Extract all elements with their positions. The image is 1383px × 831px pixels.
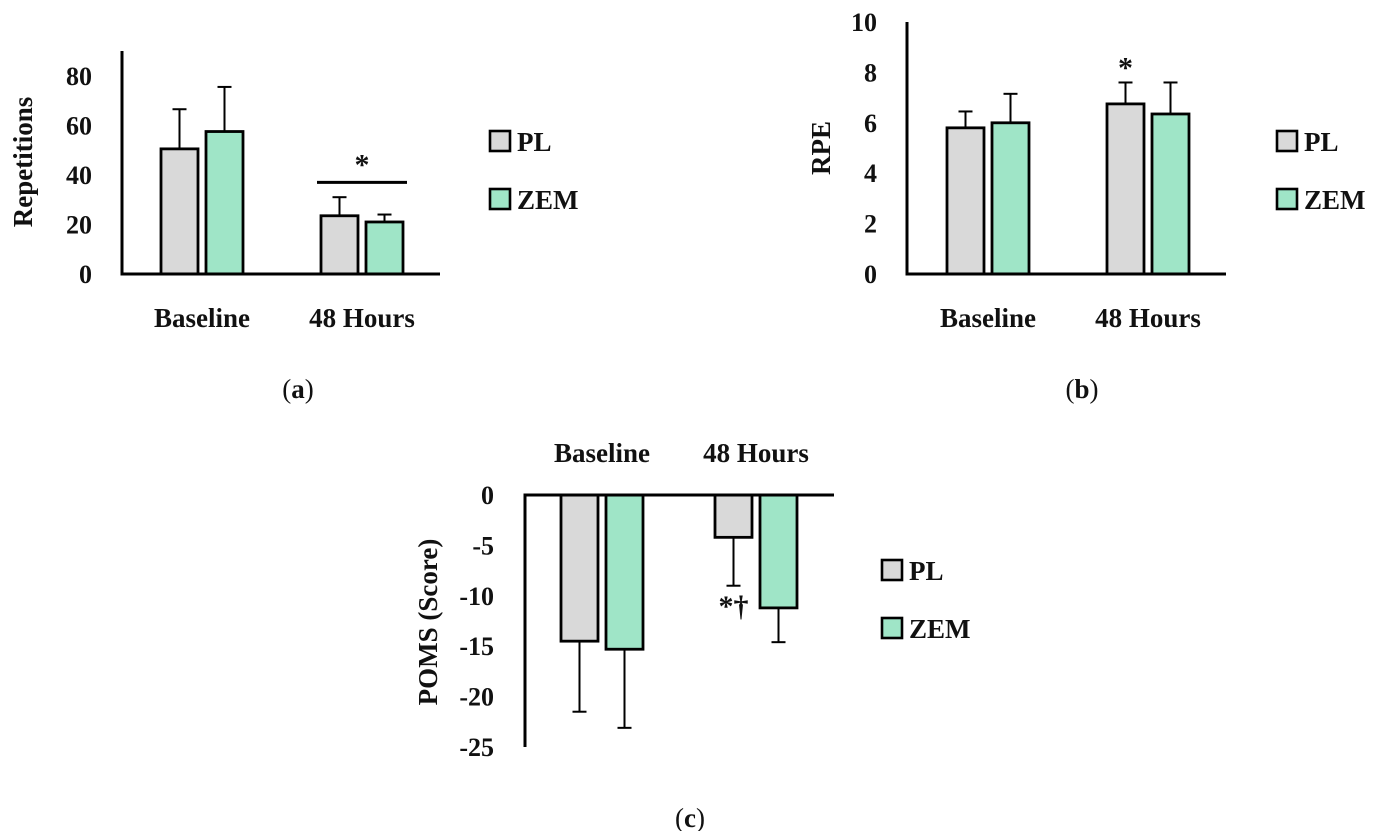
legend-swatch-zem — [880, 616, 904, 640]
chart-panel-b: 0 2 4 6 8 10 RPE Baseline 48 Hours * PL ZEM (b) — [806, 8, 1366, 404]
y-tick-label: 6 — [864, 109, 877, 138]
bar-zem-0 — [604, 493, 645, 651]
legend-swatch-pl — [488, 129, 512, 153]
bar-pl-1 — [1105, 102, 1146, 276]
caption-paren: ( — [282, 374, 291, 404]
legend-label: PL — [1304, 127, 1339, 157]
legend-label: ZEM — [517, 185, 579, 215]
y-tick-label: 2 — [864, 210, 877, 239]
x-category-label: Baseline — [554, 438, 650, 468]
x-category-label: Baseline — [940, 303, 1036, 333]
bar-zem-0 — [204, 130, 245, 276]
caption-letter: b — [1074, 374, 1089, 404]
bar-pl-0 — [159, 147, 200, 276]
significance-marker: *† — [719, 590, 749, 623]
caption-paren: ) — [696, 803, 705, 831]
y-tick-label: 80 — [66, 62, 92, 91]
legend-label: PL — [517, 127, 552, 157]
y-axis-label: RPE — [806, 121, 836, 175]
panel-caption: (c) — [675, 803, 705, 831]
y-axis-label: POMS (Score) — [413, 539, 443, 706]
y-tick-label: 20 — [66, 210, 92, 239]
y-tick-label: 40 — [66, 161, 92, 190]
caption-paren: ) — [1090, 374, 1099, 404]
caption-letter: c — [684, 803, 696, 831]
caption-paren: ( — [1065, 374, 1074, 404]
panel-caption: (b) — [1065, 374, 1098, 404]
bar-pl-1 — [319, 214, 360, 276]
y-tick-label: -5 — [472, 531, 494, 560]
y-tick-label: -25 — [459, 733, 494, 762]
x-category-label: 48 Hours — [703, 438, 809, 468]
legend-swatch-zem — [1275, 187, 1299, 211]
legend-swatch-pl — [1275, 129, 1299, 153]
significance-marker: * — [1118, 51, 1133, 84]
caption-letter: a — [291, 374, 305, 404]
x-category-label: Baseline — [154, 303, 250, 333]
bar-zem-1 — [364, 220, 405, 276]
panel-caption: (a) — [282, 374, 314, 404]
bar-zem-1 — [1150, 112, 1191, 276]
y-tick-label: 0 — [864, 260, 877, 289]
x-category-label: 48 Hours — [1095, 303, 1201, 333]
bar-pl-0 — [559, 493, 600, 643]
significance-marker: * — [355, 148, 370, 181]
y-tick-label: 8 — [864, 58, 877, 87]
y-tick-label: -10 — [459, 582, 494, 611]
y-tick-label: 4 — [864, 159, 877, 188]
legend-label: PL — [909, 556, 944, 586]
bar-pl-1 — [713, 493, 754, 539]
legend-swatch-pl — [880, 558, 904, 582]
caption-paren: ( — [675, 803, 684, 831]
y-tick-label: 0 — [79, 260, 92, 289]
y-tick-label: 0 — [481, 481, 494, 510]
y-tick-label: -15 — [459, 632, 494, 661]
y-tick-label: 60 — [66, 111, 92, 140]
caption-paren: ) — [305, 374, 314, 404]
bar-pl-0 — [945, 126, 986, 276]
legend-label: ZEM — [909, 614, 971, 644]
legend-label: ZEM — [1304, 185, 1366, 215]
legend-swatch-zem — [488, 187, 512, 211]
bar-zem-1 — [758, 493, 799, 610]
y-axis-label: Repetitions — [8, 97, 38, 228]
chart-panel-a: 0 20 40 60 80 Repetitions Baseline 48 Hours * PL Z… — [8, 51, 579, 404]
y-tick-label: 10 — [851, 8, 877, 37]
chart-panel-c: 0 -5 -10 -15 -20 -25 POMS (Score) Baseline 48 Ho… — [413, 438, 971, 831]
x-category-label: 48 Hours — [309, 303, 415, 333]
y-tick-label: -20 — [459, 683, 494, 712]
bar-zem-0 — [990, 121, 1031, 276]
